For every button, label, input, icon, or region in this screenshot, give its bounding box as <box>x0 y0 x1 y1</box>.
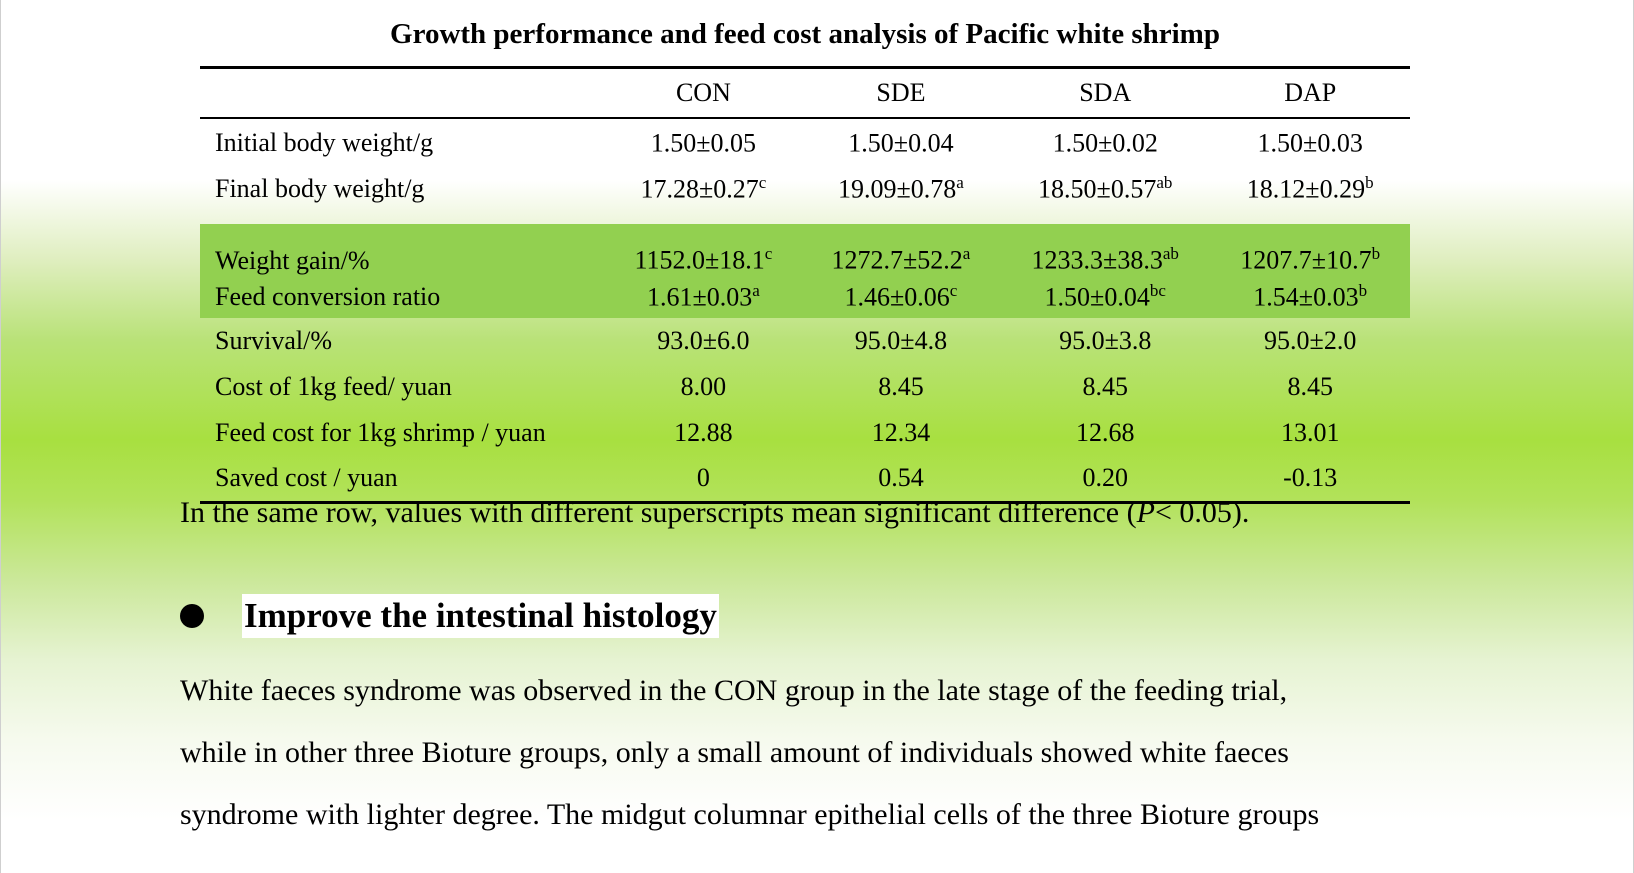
table-cell: 1233.3±38.3ab <box>1000 224 1210 276</box>
table-footnote: In the same row, values with different s… <box>180 496 1249 530</box>
table-row: Initial body weight/g 1.50±0.05 1.50±0.0… <box>200 118 1410 166</box>
paragraph-line: White faeces syndrome was observed in th… <box>180 674 1288 707</box>
footnote-text-end: < 0.05). <box>1154 496 1250 529</box>
table-cell: 1.54±0.03b <box>1210 276 1410 318</box>
table-cell: 8.00 <box>680 372 727 401</box>
table-cell: 8.45 <box>878 372 924 401</box>
cell-superscript: a <box>962 244 971 264</box>
row-label: Initial body weight/g <box>215 127 434 157</box>
table-cell: 1.46±0.06c <box>802 276 1000 318</box>
table-title: Growth performance and feed cost analysi… <box>390 18 1220 50</box>
table-cell: 19.09±0.78a <box>802 166 1000 212</box>
cell-value: 1.46±0.06 <box>844 282 950 312</box>
cell-superscript: c <box>949 281 958 301</box>
cell-value: 1.50±0.02 <box>1052 128 1158 158</box>
table-header-cell <box>200 67 605 119</box>
paragraph-line: while in other three Bioture groups, onl… <box>180 736 1289 769</box>
row-label: Survival/% <box>215 326 332 355</box>
table-cell: 0 <box>696 463 710 493</box>
row-label: Weight gain/% <box>215 246 370 275</box>
row-label: Final body weight/g <box>215 174 425 203</box>
cell-value: 18.12±0.29 <box>1246 174 1366 204</box>
table-cell: 0.54 <box>878 463 924 493</box>
cell-value: 1.54±0.03 <box>1253 282 1359 312</box>
cell-value: 1233.3±38.3 <box>1031 246 1163 275</box>
footnote-text: In the same row, values with different s… <box>180 496 1137 529</box>
cell-superscript: a <box>752 281 760 301</box>
table-cell: 13.01 <box>1280 418 1340 447</box>
table-cell: 8.45 <box>1287 372 1333 401</box>
cell-superscript: bc <box>1149 281 1166 301</box>
cell-superscript: ab <box>1156 173 1173 193</box>
table-cell: 1152.0±18.1c <box>605 224 802 276</box>
cell-superscript: b <box>1371 244 1381 264</box>
row-label: Saved cost / yuan <box>215 463 398 493</box>
table-cell: 95.0±3.8 <box>1059 326 1152 355</box>
cell-value: 18.50±0.57 <box>1038 174 1157 204</box>
cell-superscript: ab <box>1162 244 1179 264</box>
table-cell: 1207.7±10.7b <box>1210 224 1410 276</box>
table-cell: 1.61±0.03a <box>605 276 802 318</box>
cell-superscript: b <box>1365 173 1374 193</box>
table-row: Cost of 1kg feed/ yuan 8.00 8.45 8.45 8.… <box>200 364 1410 410</box>
growth-performance-table: CON SDE SDA DAP Initial body weight/g 1.… <box>200 66 1410 504</box>
table-cell: 1272.7±52.2a <box>802 224 1000 276</box>
cell-superscript: b <box>1358 281 1368 301</box>
table-cell: 1.50±0.02 <box>1000 118 1210 166</box>
cell-value: 1.50±0.05 <box>650 128 757 158</box>
table-cell: 95.0±2.0 <box>1264 326 1357 355</box>
cell-superscript: a <box>956 173 964 193</box>
table-row: Saved cost / yuan 0 0.54 0.20 -0.13 <box>200 456 1410 502</box>
cell-value: 17.28±0.27 <box>640 174 759 204</box>
table-cell: 17.28±0.27c <box>605 166 802 212</box>
table-cell: 8.45 <box>1082 372 1128 401</box>
cell-value: 1.50±0.04 <box>1044 282 1150 312</box>
table-cell: -0.13 <box>1283 463 1338 493</box>
bullet-icon <box>180 604 204 628</box>
cell-value: 19.09±0.78 <box>838 174 957 204</box>
table-row: Feed cost for 1kg shrimp / yuan 12.88 12… <box>200 410 1410 456</box>
table-cell: 12.68 <box>1075 418 1135 447</box>
table-cell: 12.88 <box>674 418 733 447</box>
row-label: Feed conversion ratio <box>215 282 441 311</box>
table-cell: 1.50±0.04bc <box>1000 276 1210 318</box>
table-spacer-row <box>200 212 1410 224</box>
body-paragraph: White faeces syndrome was observed in th… <box>180 660 1420 846</box>
section-heading: Improve the intestinal histology <box>242 594 719 638</box>
table-header-cell: SDA <box>1000 67 1211 119</box>
cell-value: 1152.0±18.1 <box>634 246 765 275</box>
cell-superscript: c <box>758 173 767 193</box>
table-cell: 0.20 <box>1082 463 1128 493</box>
cell-value: 1272.7±52.2 <box>831 246 963 275</box>
table-cell: 95.0±4.8 <box>854 326 948 355</box>
paragraph-line: syndrome with lighter degree. The midgut… <box>180 798 1320 831</box>
table-row: Final body weight/g 17.28±0.27c 19.09±0.… <box>200 166 1410 212</box>
cell-value: 1207.7±10.7 <box>1240 246 1372 275</box>
table-cell: 18.50±0.57ab <box>1000 166 1210 212</box>
table-header-cell: SDE <box>801 67 1001 119</box>
cell-superscript: c <box>764 244 773 264</box>
table-cell: 1.50±0.03 <box>1210 118 1410 166</box>
cell-value: 1.50±0.03 <box>1257 128 1363 158</box>
table-cell: 1.50±0.04 <box>802 118 1000 166</box>
row-label: Cost of 1kg feed/ yuan <box>215 372 452 401</box>
table-cell: 12.34 <box>871 418 931 447</box>
row-label: Feed cost for 1kg shrimp / yuan <box>215 418 546 447</box>
cell-value: 1.61±0.03 <box>647 282 753 312</box>
section-heading-row: Improve the intestinal histology <box>180 594 719 638</box>
table-header-row: CON SDE SDA DAP <box>200 67 1410 119</box>
cell-value: 1.50±0.04 <box>848 128 954 158</box>
table-row: Survival/% 93.0±6.0 95.0±4.8 95.0±3.8 95… <box>200 318 1410 364</box>
table-cell: 18.12±0.29b <box>1210 166 1410 212</box>
footnote-p-symbol: P <box>1136 496 1155 529</box>
table-cell: 93.0±6.0 <box>657 326 750 355</box>
table-header-cell: CON <box>605 67 802 119</box>
table-header-cell: DAP <box>1210 67 1410 119</box>
table-row-highlighted: Weight gain/% 1152.0±18.1c 1272.7±52.2a … <box>200 224 1410 276</box>
table-row-highlighted: Feed conversion ratio 1.61±0.03a 1.46±0.… <box>200 276 1410 318</box>
table-cell: 1.50±0.05 <box>605 118 802 166</box>
